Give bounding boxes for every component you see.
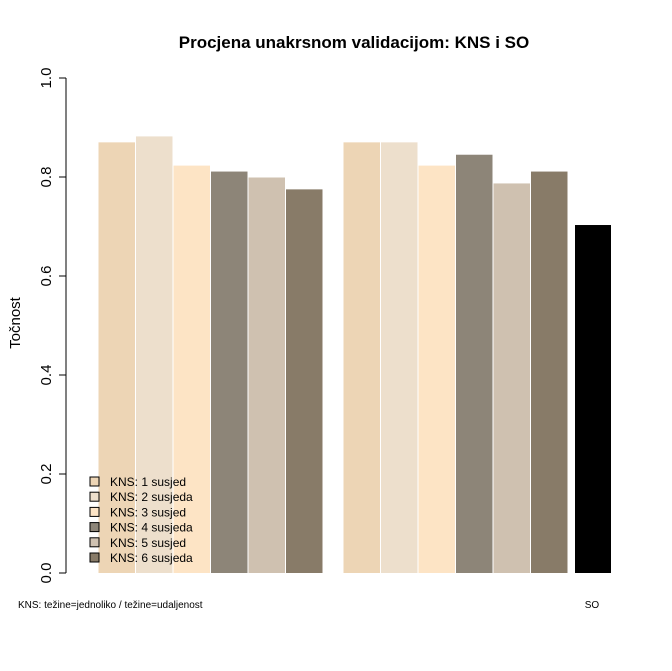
bar-g2-s3 [418,165,455,574]
y-axis-label: Točnost [7,296,24,349]
bar-g1-s1 [98,142,135,573]
bar-g2-s1 [343,142,380,573]
legend-label: KNS: 5 susjed [110,536,186,550]
bar-g1-s3 [173,165,210,574]
bar-g2-s4 [456,154,493,573]
category-label-so: SO [585,600,600,611]
legend-swatch [89,476,100,487]
bar-so [575,225,611,573]
legend-label: KNS: 2 susjeda [110,490,193,504]
y-axis: 0.0 0.2 0.4 0.6 0.8 1.0 [38,68,67,584]
y-tick-label: 0.4 [38,365,55,386]
legend-label: KNS: 4 susjeda [110,521,193,535]
y-tick-label: 1.0 [38,68,55,89]
legend-swatch [89,552,100,563]
bar-g1-s5 [248,177,285,573]
legend-swatch [89,491,100,502]
legend-swatch [89,522,100,533]
bars [98,136,611,574]
bar-g2-s2 [381,142,418,573]
bar-g1-s2 [136,136,173,573]
bar-g2-s6 [531,171,568,573]
category-label-kns: KNS: težine=jednoliko / težine=udaljenos… [18,600,203,611]
chart-title: Procjena unakrsnom validacijom: KNS i SO [179,33,530,52]
bar-g2-s5 [493,183,530,573]
legend-swatch [89,537,100,548]
y-tick-label: 0.8 [38,167,55,188]
legend-swatch [89,506,100,517]
legend-label: KNS: 3 susjed [110,505,186,519]
y-tick-label: 0.0 [38,563,55,584]
bar-g1-s4 [211,171,248,573]
y-tick-label: 0.6 [38,266,55,287]
y-tick-label: 0.2 [38,464,55,485]
legend-label: KNS: 1 susjed [110,475,186,489]
bar-g1-s6 [286,189,323,573]
legend-label: KNS: 6 susjeda [110,551,193,565]
